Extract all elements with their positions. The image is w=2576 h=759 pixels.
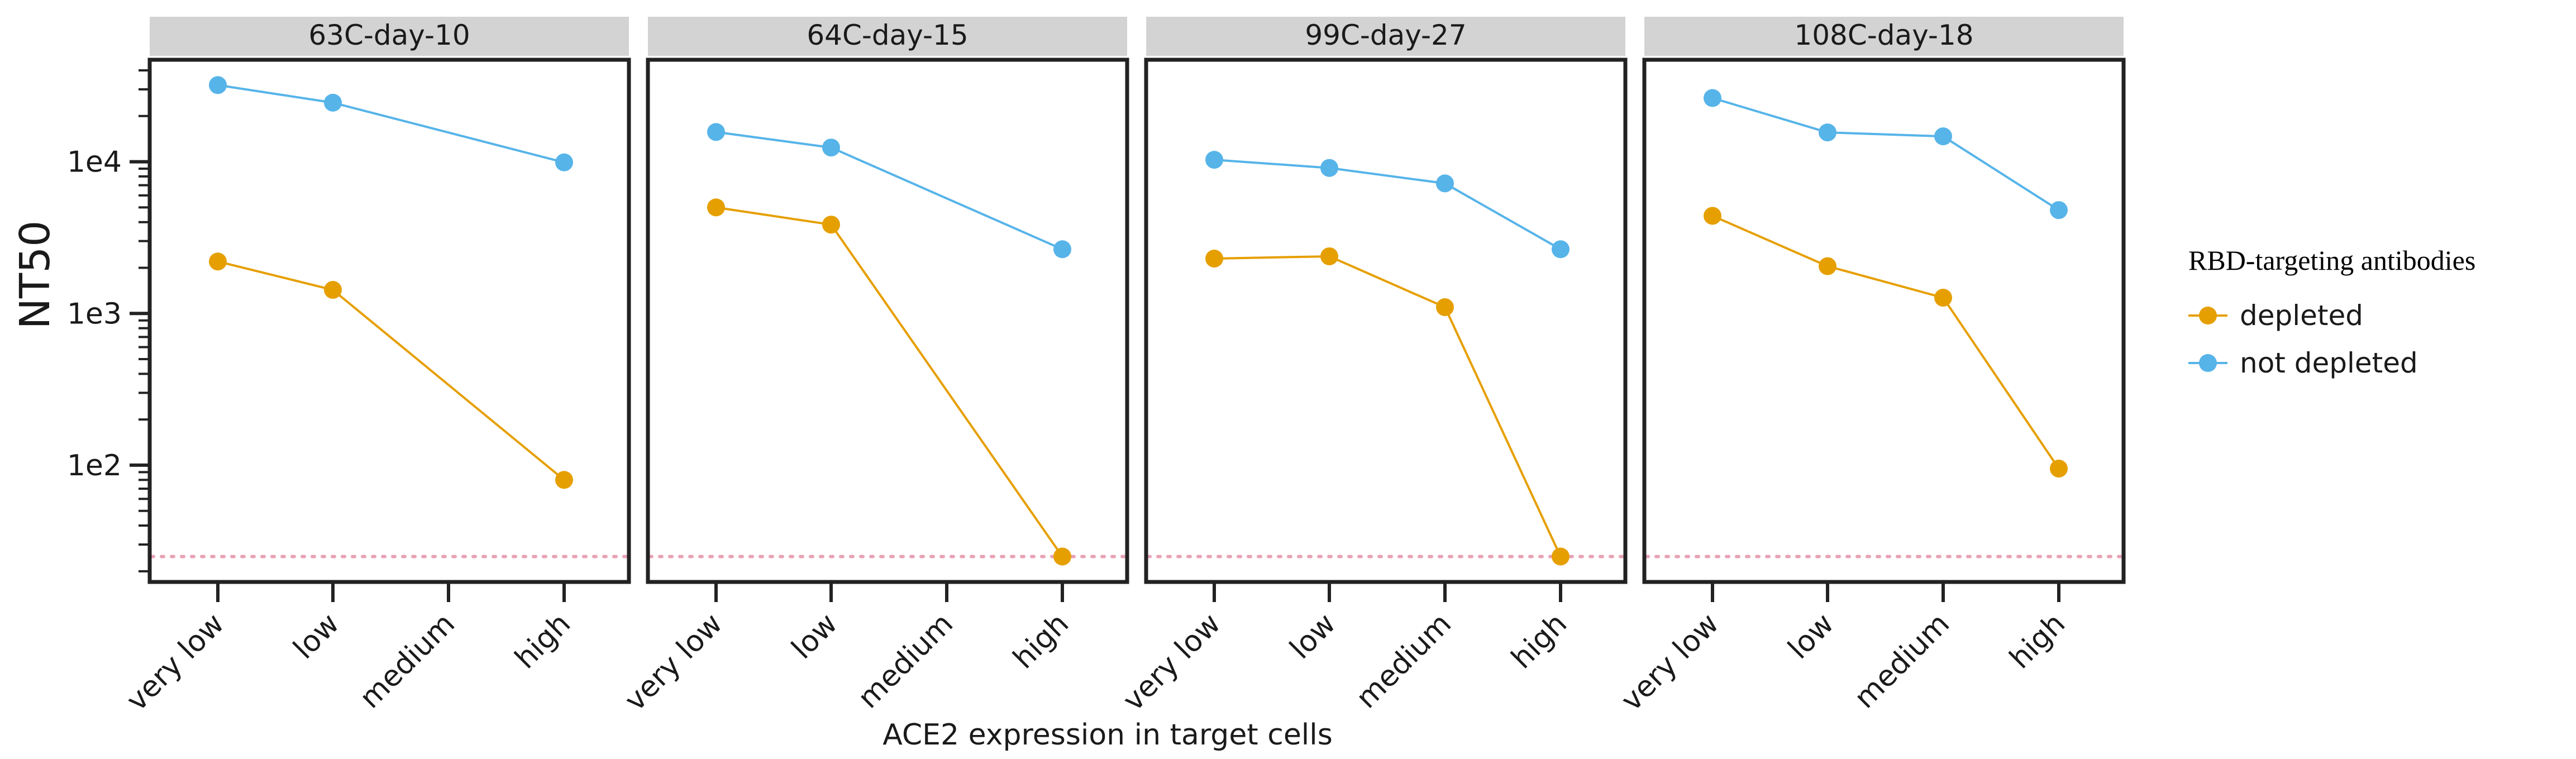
data-point [707,123,725,141]
series-line-depleted [1712,214,2060,470]
series-line-depleted [1214,255,1562,557]
data-point [707,198,725,217]
facet-64C-day-15: 64C-day-15 very low low medium high [618,17,1129,718]
y-axis-title: NT50 [11,221,59,330]
y-tick-label: 1e3 [67,297,122,331]
facet-strip [1644,17,2124,56]
x-tick-label: very low [1117,607,1227,718]
data-point [555,471,573,489]
panel-frame [1642,58,2126,584]
x-tick-label: very low [618,607,729,718]
data-point [1819,257,1836,275]
data-point [1053,547,1071,566]
panel-frame [147,58,631,584]
facet-strip [150,17,629,56]
x-tick-label: low [1284,607,1342,666]
y-tick-label: 1e4 [67,146,122,179]
data-point [1436,298,1454,317]
facet-strip [1146,17,1625,56]
series-line-not-depleted [217,84,565,164]
data-point [2050,459,2068,478]
x-tick-label: medium [1350,607,1458,715]
x-tick-label: low [1782,607,1840,666]
series-line-depleted [715,206,1063,557]
x-tick-label: high [1007,607,1076,676]
facet-strip [648,17,1127,56]
x-tick-label: medium [354,607,462,715]
data-point [1320,159,1338,177]
facet-108C-day-18: 108C-day-18 very low low medium high [1615,17,2126,718]
facet-63C-day-10: 63C-day-10 very low low medium high [120,17,631,718]
legend-swatch-marker [2199,307,2217,324]
data-point [1205,249,1223,268]
series-line-not-depleted [1712,97,2060,211]
data-point [2050,201,2068,219]
x-tick-label: low [785,607,844,666]
facet-99C-day-27: 99C-day-27 very low low medium high [1117,17,1628,718]
x-tick-label: medium [1848,607,1957,715]
legend-swatch-marker [2199,354,2217,372]
data-point [324,93,342,112]
data-point [822,139,840,157]
series-line-not-depleted [1214,159,1561,251]
facet-title: 108C-day-18 [1794,19,1973,51]
x-tick-label: high [1505,607,1574,676]
legend: RBD-targeting antibodies depleted not dep… [2188,245,2475,379]
x-tick-label: high [2003,607,2072,676]
data-point [1934,289,1952,307]
x-tick-label: very low [120,607,231,718]
legend-label: not depleted [2240,347,2418,379]
data-point [324,281,342,299]
facet-title: 63C-day-10 [308,19,470,51]
series-line-not-depleted [715,131,1063,251]
y-tick-label: 1e2 [67,449,122,483]
data-point [209,252,227,271]
x-tick-label: very low [1615,607,1725,718]
data-point [1053,240,1071,259]
facet-title: 64C-day-15 [807,19,968,51]
y-axis: 1e2 1e3 1e4 [67,69,150,572]
data-point [1704,89,1721,107]
data-point [1704,207,1721,225]
panel-frame [646,58,1129,584]
data-point [1436,174,1454,193]
x-tick-label: high [509,607,578,676]
data-point [555,153,573,171]
data-point [1552,547,1570,566]
legend-title: RBD-targeting antibodies [2188,245,2475,276]
x-tick-label: low [287,607,346,666]
legend-label: depleted [2240,299,2363,332]
data-point [1205,151,1223,169]
data-point [1819,123,1836,142]
data-point [209,76,227,94]
panel-frame [1144,58,1628,584]
data-point [822,216,840,234]
data-point [1552,240,1570,259]
x-axis-title: ACE2 expression in target cells [882,718,1333,752]
facet-title: 99C-day-27 [1305,19,1466,51]
data-point [1934,127,1952,146]
series-line-depleted [217,260,565,481]
x-tick-label: medium [852,607,960,715]
data-point [1320,247,1338,265]
